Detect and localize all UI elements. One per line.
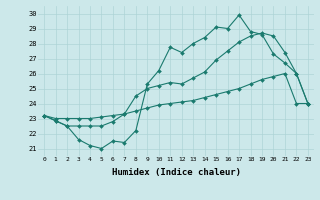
X-axis label: Humidex (Indice chaleur): Humidex (Indice chaleur)	[111, 168, 241, 177]
